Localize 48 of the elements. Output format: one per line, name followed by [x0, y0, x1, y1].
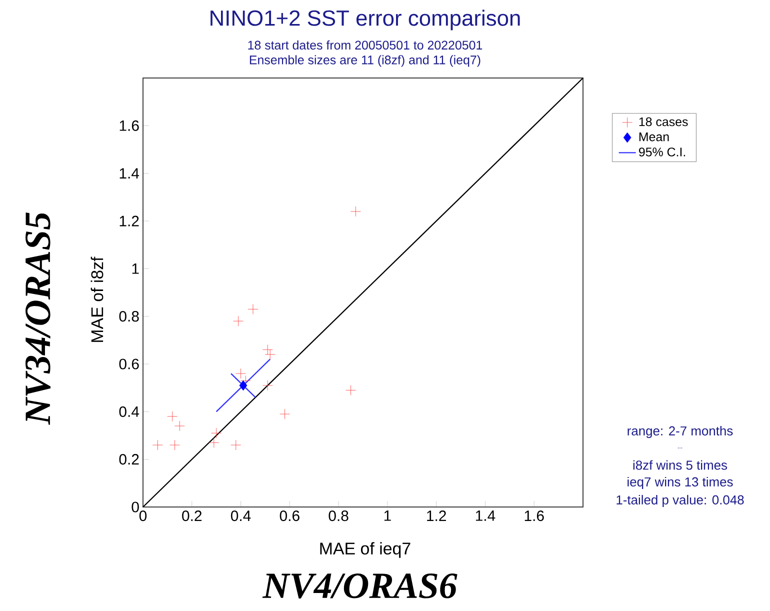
- text: NV34/ORAS5: [26, 212, 50, 425]
- x-tick-label: 0.2: [182, 510, 202, 522]
- point: [211, 428, 222, 438]
- x-tick-label: 1.2: [427, 510, 446, 521]
- y-tick-label: 1.2: [120, 216, 139, 226]
- y-tick-label: 0.8: [119, 311, 139, 322]
- text: Ensemble sizes are 11 (i8zf) and 11 (ieq7): [250, 55, 480, 67]
- text: ieq7 wins 13 times: [628, 476, 733, 490]
- point: [262, 344, 273, 355]
- y-tick-label: 1.4: [120, 168, 140, 178]
- text: NV4/ORAS6: [262, 574, 458, 598]
- point: [167, 411, 178, 422]
- x-tick-label: 0.6: [280, 510, 300, 522]
- point: [208, 437, 220, 448]
- legend-label: 18 cases: [639, 117, 688, 126]
- legend-label: Mean: [639, 132, 669, 142]
- point: [264, 349, 276, 360]
- point: [248, 304, 258, 314]
- legend-label: 95% C.I.: [638, 148, 686, 156]
- y-tick-label: 0: [132, 502, 139, 512]
- point: [233, 316, 244, 326]
- point: [152, 440, 163, 450]
- point: [239, 380, 248, 391]
- y-tick-label: 0.4: [119, 406, 140, 417]
- y-tick-label: 1: [132, 264, 139, 274]
- y-tick-label: 0.6: [119, 358, 139, 370]
- point: [346, 385, 356, 396]
- x-tick-label: 0.4: [230, 510, 251, 522]
- text: range: 2-7 months: [628, 426, 733, 438]
- chart-title: NINO1+2 SST error comparison: [210, 10, 520, 30]
- chart-subtitle: 18 start dates from 20050501 to 20220501: [248, 40, 482, 50]
- point: [170, 440, 180, 450]
- y-axis-title: MAE of i8zf: [90, 256, 104, 342]
- point: [230, 440, 242, 450]
- x-axis-title: MAE of ieq7: [320, 542, 410, 558]
- x-tick-label: 0.8: [328, 510, 348, 522]
- point: [280, 408, 290, 420]
- x-tick-label: 1: [384, 510, 391, 521]
- text: i8zf wins 5 times: [633, 460, 728, 470]
- y-tick-label: 1.6: [120, 120, 139, 131]
- point: [174, 420, 185, 432]
- text: 1-tailed p value: 0.048: [616, 494, 744, 508]
- x-tick-label: 1.4: [476, 510, 496, 521]
- point: [350, 206, 361, 217]
- x-tick-label: 0: [139, 510, 147, 522]
- x-tick-label: 1.6: [524, 510, 544, 522]
- point: [262, 380, 273, 391]
- y-tick-label: 0.2: [119, 454, 139, 465]
